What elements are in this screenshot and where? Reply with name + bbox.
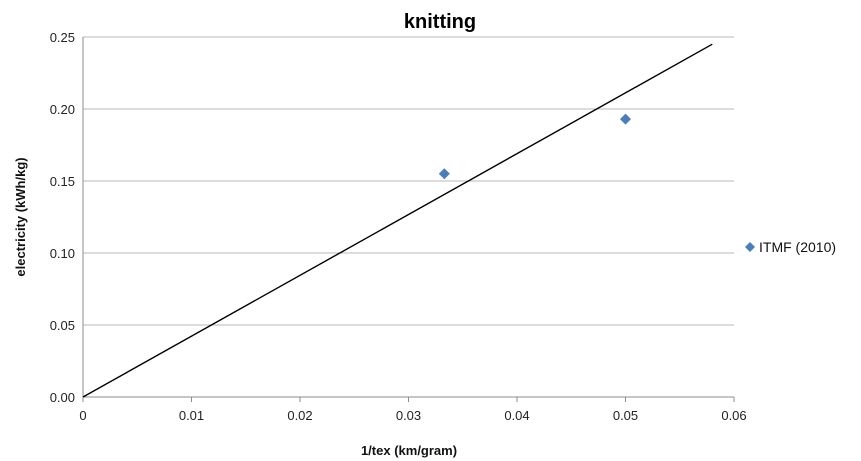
y-tick-label: 0.00 bbox=[50, 390, 75, 405]
x-tick-label: 0.06 bbox=[721, 408, 746, 423]
x-tick-label: 0.02 bbox=[287, 408, 312, 423]
y-tick-label: 0.20 bbox=[50, 102, 75, 117]
data-points bbox=[438, 113, 631, 180]
x-tick-label: 0.01 bbox=[179, 408, 204, 423]
x-tick-label: 0.05 bbox=[613, 408, 638, 423]
legend: ITMF (2010) bbox=[745, 239, 836, 255]
trendline bbox=[82, 43, 713, 398]
y-axis-label: electricity (kWh/kg) bbox=[13, 157, 28, 276]
legend-label: ITMF (2010) bbox=[759, 239, 836, 255]
trendline-group bbox=[82, 43, 713, 398]
gridlines bbox=[83, 36, 734, 326]
y-tick-label: 0.10 bbox=[50, 246, 75, 261]
x-axis-label: 1/tex (km/gram) bbox=[361, 443, 457, 458]
x-tick-label: 0.03 bbox=[396, 408, 421, 423]
legend-marker-diamond bbox=[745, 242, 755, 252]
x-tick-labels: 0 0.01 0.02 0.03 0.04 0.05 0.06 bbox=[79, 408, 746, 423]
x-tick-label: 0 bbox=[79, 408, 86, 423]
axes bbox=[82, 37, 735, 402]
x-tick-label: 0.04 bbox=[504, 408, 529, 423]
y-tick-label: 0.25 bbox=[50, 30, 75, 45]
data-point bbox=[438, 168, 450, 180]
y-tick-labels: 0.00 0.05 0.10 0.15 0.20 0.25 bbox=[50, 30, 75, 405]
chart-title: knitting bbox=[404, 11, 476, 33]
y-tick-label: 0.15 bbox=[50, 174, 75, 189]
y-tick-label: 0.05 bbox=[50, 318, 75, 333]
data-point bbox=[620, 113, 631, 125]
